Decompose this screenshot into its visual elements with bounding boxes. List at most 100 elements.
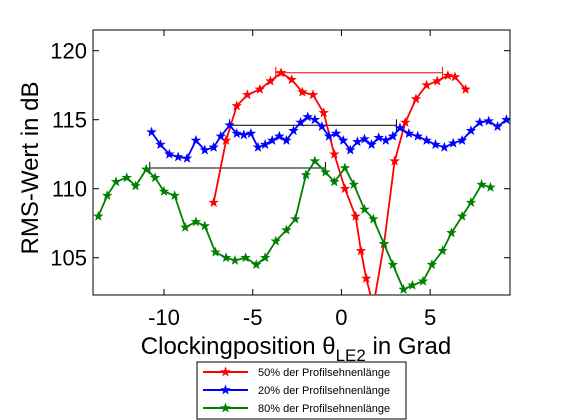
- data-point: [448, 137, 459, 148]
- data-point: [345, 144, 356, 155]
- data-point: [210, 246, 221, 257]
- data-point: [359, 133, 370, 144]
- data-point: [403, 128, 415, 138]
- data-point: [259, 252, 271, 263]
- data-point: [251, 259, 262, 270]
- data-point: [316, 121, 328, 132]
- data-point: [359, 203, 370, 214]
- data-point: [501, 114, 510, 125]
- data-point: [297, 86, 308, 97]
- data-point: [421, 79, 432, 90]
- data-point: [208, 141, 219, 152]
- data-point: [101, 190, 113, 201]
- data-point: [446, 227, 457, 238]
- data-point: [355, 245, 367, 256]
- data-point: [199, 144, 211, 155]
- data-point: [389, 155, 400, 166]
- x-axis-label-suffix: in Grad: [366, 333, 451, 360]
- data-point: [295, 116, 306, 127]
- data-point: [398, 284, 409, 294]
- data-point: [430, 139, 441, 149]
- x-tick-label: -5: [243, 305, 263, 330]
- data-point: [121, 172, 132, 183]
- data-point: [426, 259, 438, 270]
- data-point: [290, 213, 301, 224]
- data-point: [110, 176, 122, 187]
- data-point: [380, 134, 391, 145]
- data-point: [275, 67, 287, 78]
- data-point: [456, 210, 468, 221]
- data-point: [240, 252, 251, 263]
- legend-label: 50% der Profilsehnenlänge: [258, 367, 390, 379]
- data-point: [432, 75, 443, 86]
- data-point: [412, 130, 423, 141]
- x-tick-label: 0: [335, 305, 347, 330]
- x-axis-label: Clockingposition θLE2 in Grad: [141, 333, 451, 365]
- tick-labels: -10 -5 0 5 105 110 115 120: [50, 39, 436, 330]
- data-point: [231, 128, 242, 138]
- data-point: [339, 183, 351, 194]
- data-point: [449, 71, 461, 82]
- data-point: [329, 176, 340, 187]
- plot-area: [92, 29, 511, 296]
- legend-entry: 20% der Profilsehnenlänge: [203, 384, 390, 397]
- legend: 50% der Profilsehnenlänge 20% der Profils…: [196, 361, 407, 420]
- x-axis-label-subscript: LE2: [336, 346, 366, 365]
- data-point: [330, 128, 342, 138]
- data-point: [456, 134, 468, 145]
- data-point: [265, 75, 276, 86]
- data-point: [465, 197, 477, 207]
- series-3: [93, 155, 496, 294]
- data-point: [439, 141, 450, 152]
- legend-entry: 50% der Profilsehnenlänge: [203, 366, 390, 379]
- data-point: [373, 132, 384, 143]
- data-point: [474, 116, 486, 127]
- legend-label: 20% der Profilsehnenlänge: [258, 385, 390, 397]
- data-point: [93, 210, 104, 221]
- series-2: [146, 111, 510, 163]
- data-point: [492, 121, 503, 132]
- data-point: [215, 130, 226, 141]
- data-point: [300, 169, 312, 180]
- data-point: [337, 134, 349, 145]
- data-point: [199, 220, 211, 231]
- data-point: [476, 179, 487, 190]
- data-point: [302, 111, 313, 122]
- data-point: [245, 128, 257, 138]
- data-point: [483, 115, 494, 126]
- data-point: [169, 190, 180, 201]
- data-point: [437, 245, 448, 256]
- data-point: [288, 125, 299, 136]
- data-point: [387, 130, 399, 141]
- legend-label: 80% der Profilsehnenlänge: [258, 403, 390, 415]
- data-point: [352, 136, 363, 147]
- data-point: [309, 114, 321, 125]
- data-point: [158, 186, 170, 196]
- data-point: [270, 235, 281, 246]
- data-point: [190, 134, 202, 145]
- data-point: [421, 134, 432, 145]
- data-point: [190, 216, 202, 227]
- y-tick-label: 115: [52, 108, 87, 133]
- legend-marker: [220, 402, 231, 413]
- y-axis-label: RMS-Wert in dB: [17, 82, 44, 255]
- data-point: [394, 122, 406, 133]
- data-point: [323, 130, 335, 141]
- data-point: [254, 83, 265, 94]
- data-point: [141, 163, 152, 174]
- series-group: [93, 66, 510, 295]
- data-point: [259, 139, 271, 149]
- data-point: [329, 148, 340, 159]
- data-point: [387, 259, 399, 270]
- y-tick-label: 120: [50, 39, 87, 64]
- data-point: [267, 134, 278, 145]
- data-point: [442, 70, 454, 80]
- data-point: [417, 275, 429, 286]
- data-point: [181, 152, 193, 163]
- data-point: [460, 83, 471, 94]
- data-point: [281, 224, 292, 235]
- data-point: [368, 213, 379, 224]
- data-point: [231, 100, 242, 111]
- data-point: [238, 129, 250, 140]
- x-axis-label-main: Clockingposition θ: [141, 333, 336, 360]
